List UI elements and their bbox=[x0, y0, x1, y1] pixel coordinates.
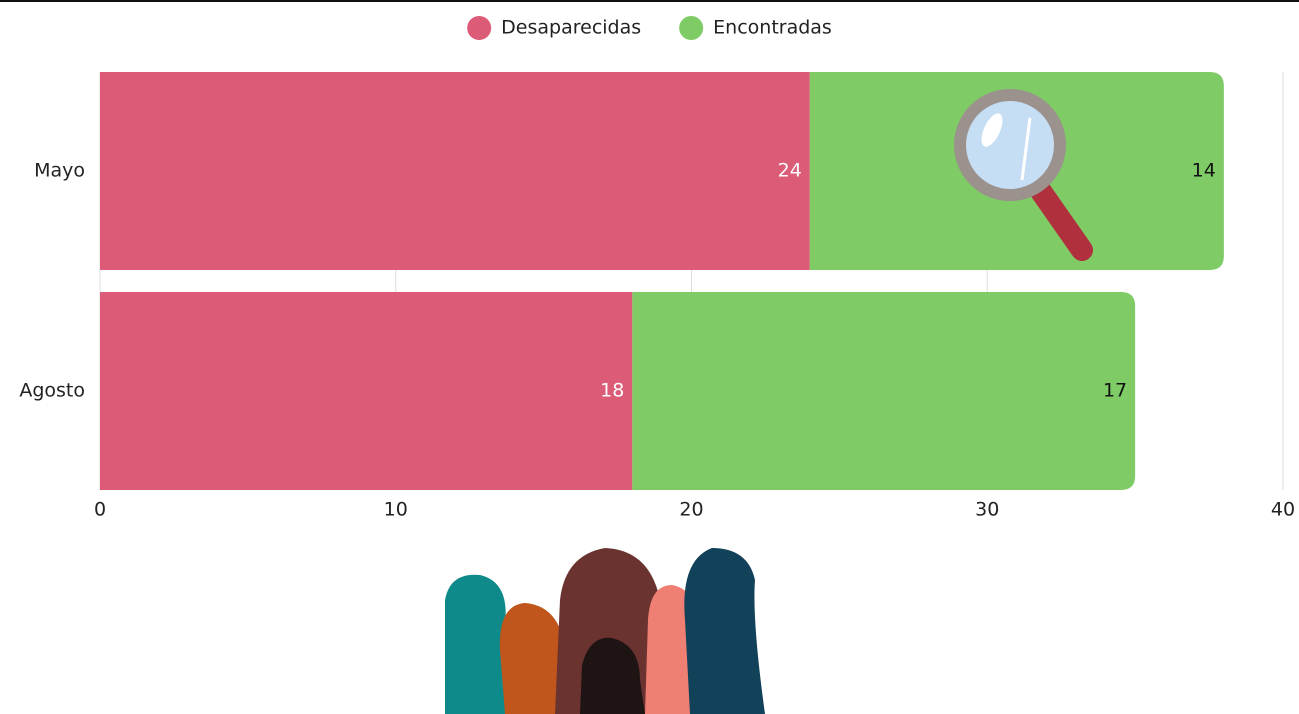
value-label: 14 bbox=[1192, 160, 1216, 182]
x-tick-label: 20 bbox=[679, 499, 703, 521]
legend: Desaparecidas Encontradas bbox=[467, 16, 832, 40]
legend-label: Encontradas bbox=[713, 17, 832, 39]
magnifying-glass bbox=[954, 89, 1093, 261]
bar-segment bbox=[632, 292, 1136, 490]
bar-segment bbox=[100, 292, 633, 490]
top-border bbox=[0, 0, 1299, 2]
x-tick-label: 30 bbox=[975, 499, 999, 521]
value-label: 17 bbox=[1103, 380, 1127, 402]
legend-swatch bbox=[679, 16, 704, 40]
y-tick-label: Mayo bbox=[34, 160, 85, 182]
legend-label: Desaparecidas bbox=[501, 17, 641, 39]
silhouettes bbox=[445, 548, 765, 714]
legend-swatch bbox=[467, 16, 492, 40]
y-tick-label: Agosto bbox=[19, 380, 85, 402]
x-tick-label: 10 bbox=[384, 499, 408, 521]
bar-segment bbox=[100, 72, 810, 270]
x-tick-label: 0 bbox=[94, 499, 106, 521]
value-label: 24 bbox=[778, 160, 802, 182]
x-tick-label: 40 bbox=[1271, 499, 1295, 521]
value-label: 18 bbox=[600, 380, 624, 402]
